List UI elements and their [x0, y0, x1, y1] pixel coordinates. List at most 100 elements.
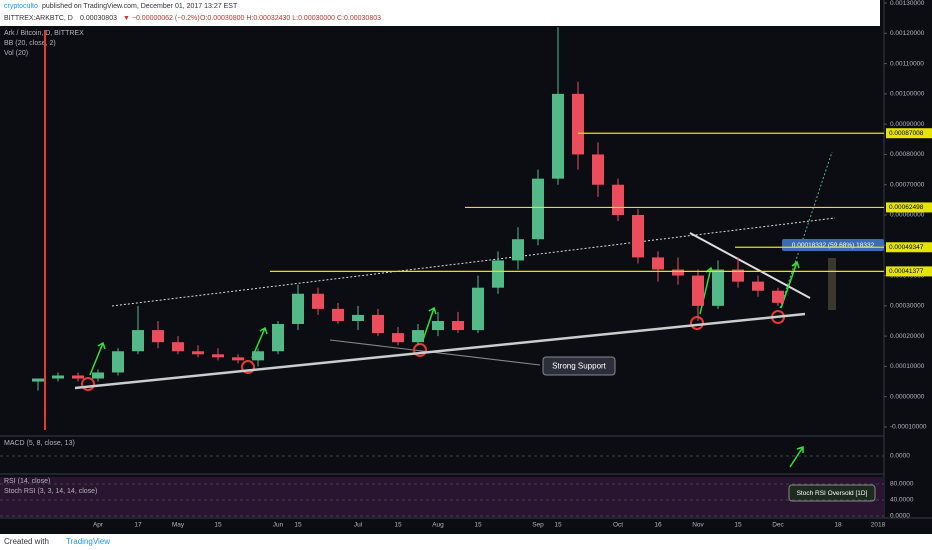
macd-label: MACD (5, 8, close, 13) — [4, 440, 75, 447]
candle-body — [712, 269, 724, 306]
x-tick-label: 17 — [134, 522, 142, 529]
x-tick-label: Aug — [432, 522, 444, 529]
support-box — [542, 356, 616, 376]
support-line — [74, 312, 806, 390]
x-tick-label: 15 — [394, 522, 402, 529]
pane-tick-label: 0.0000 — [890, 453, 910, 460]
x-tick-label: 2018 — [871, 522, 886, 529]
candle-body — [292, 293, 304, 325]
y-tick-label: 0.00080000 — [890, 151, 925, 158]
x-tick-label: 15 — [734, 522, 742, 529]
stoch-box — [788, 484, 876, 502]
rsi-band — [0, 477, 884, 517]
level-tag — [886, 266, 932, 277]
published: published on TradingView.com, December 0… — [42, 3, 238, 10]
y-tick-label: -0.00010000 — [890, 424, 927, 431]
y-tick-label: 0.00010000 — [890, 363, 925, 370]
candle-body — [172, 342, 184, 352]
y-tick-label: 0.00070000 — [890, 181, 925, 188]
candle-body — [772, 290, 784, 303]
x-tick-label: 15 — [474, 522, 482, 529]
stoch-label: Stoch RSI (3, 3, 14, 14, close) — [4, 488, 97, 495]
candle-body — [552, 93, 564, 179]
candle-body — [452, 320, 464, 331]
x-tick-label: 15 — [554, 522, 562, 529]
candle-body — [112, 351, 124, 373]
candle-body — [132, 330, 144, 352]
candle-body — [532, 178, 544, 240]
pane-tick-label: 80.0000 — [890, 481, 914, 488]
y-tick-label: 0.00110000 — [890, 60, 924, 67]
change: ▼ −0.00000062 (−0.2%) — [123, 15, 200, 22]
rsi-label: RSI (14, close) — [4, 478, 50, 485]
bb-label: BB (20, close, 2) — [4, 40, 56, 47]
candle-body — [732, 269, 744, 282]
x-tick-label: Apr — [93, 522, 104, 529]
author[interactable]: cryptoculto — [4, 3, 38, 10]
candle-body — [272, 324, 284, 352]
footer-bar — [0, 534, 932, 550]
candle-body — [32, 378, 44, 382]
ohlc: O:0.00030800 H:0.00032430 L:0.00030000 C… — [200, 15, 381, 22]
candle-body — [192, 351, 204, 355]
down-trend — [689, 232, 811, 299]
stoch-annotation: Stoch RSI Oversold [1D] — [797, 490, 868, 497]
y-tick-label: 0.00000000 — [890, 393, 925, 400]
level-label: 0.00062498 — [889, 204, 924, 211]
pane-tick-label: 40.0000 — [890, 497, 914, 504]
candle-body — [692, 275, 704, 306]
level-tag — [886, 242, 932, 253]
y-tick-label: 0.00120000 — [890, 30, 925, 37]
candle-body — [52, 375, 64, 379]
candle-body — [432, 320, 444, 331]
header-bar — [0, 0, 880, 26]
footer-created: Created with — [4, 537, 49, 546]
candle-body — [212, 354, 224, 358]
y-tick-label: 0.00020000 — [890, 333, 925, 340]
candle-body — [352, 314, 364, 321]
candle-body — [672, 269, 684, 276]
footer-brand[interactable]: TradingView — [66, 537, 110, 546]
candle-body — [392, 333, 404, 343]
x-tick-label: Oct — [613, 522, 623, 529]
candle-body — [752, 281, 764, 291]
candle-body — [332, 308, 344, 321]
x-tick-label: Dec — [772, 522, 784, 529]
measure-range — [828, 258, 836, 310]
candle-body — [492, 260, 504, 288]
projection — [779, 151, 833, 309]
measure-label: 0.00018332 (59.68%) 18332 — [792, 242, 875, 249]
x-tick-label: 15 — [214, 522, 222, 529]
x-tick-label: 16 — [654, 522, 662, 529]
candle-body — [152, 330, 164, 343]
candle-body — [412, 330, 424, 343]
support-label: Strong Support — [552, 362, 607, 371]
background — [0, 0, 932, 534]
candle-body — [72, 375, 84, 379]
candle-body — [632, 215, 644, 258]
marks — [32, 27, 784, 391]
candle-body — [472, 287, 484, 331]
measure-box — [782, 239, 884, 251]
candle-body — [252, 351, 264, 361]
candle-body — [92, 372, 104, 379]
y-tick-label: 0.00090000 — [890, 121, 925, 128]
candle-body — [592, 154, 604, 185]
candle-body — [312, 293, 324, 309]
level-label: 0.00049347 — [889, 244, 924, 251]
level-label: 0.00041377 — [889, 268, 924, 275]
x-tick-label: May — [172, 522, 185, 529]
resistance-trend — [111, 217, 836, 307]
y-tick-label: 0.00100000 — [890, 91, 925, 98]
level-label: 0.00087008 — [889, 130, 924, 137]
x-tick-label: Sep — [532, 522, 544, 529]
last-price: 0.00030803 — [80, 15, 117, 22]
y-tick-label: 0.00130000 — [890, 0, 925, 7]
candle-body — [612, 184, 624, 215]
y-tick-label: 0.00060000 — [890, 212, 925, 219]
x-tick-label: 18 — [834, 522, 842, 529]
candle-body — [512, 239, 524, 261]
candle-body — [572, 93, 584, 155]
